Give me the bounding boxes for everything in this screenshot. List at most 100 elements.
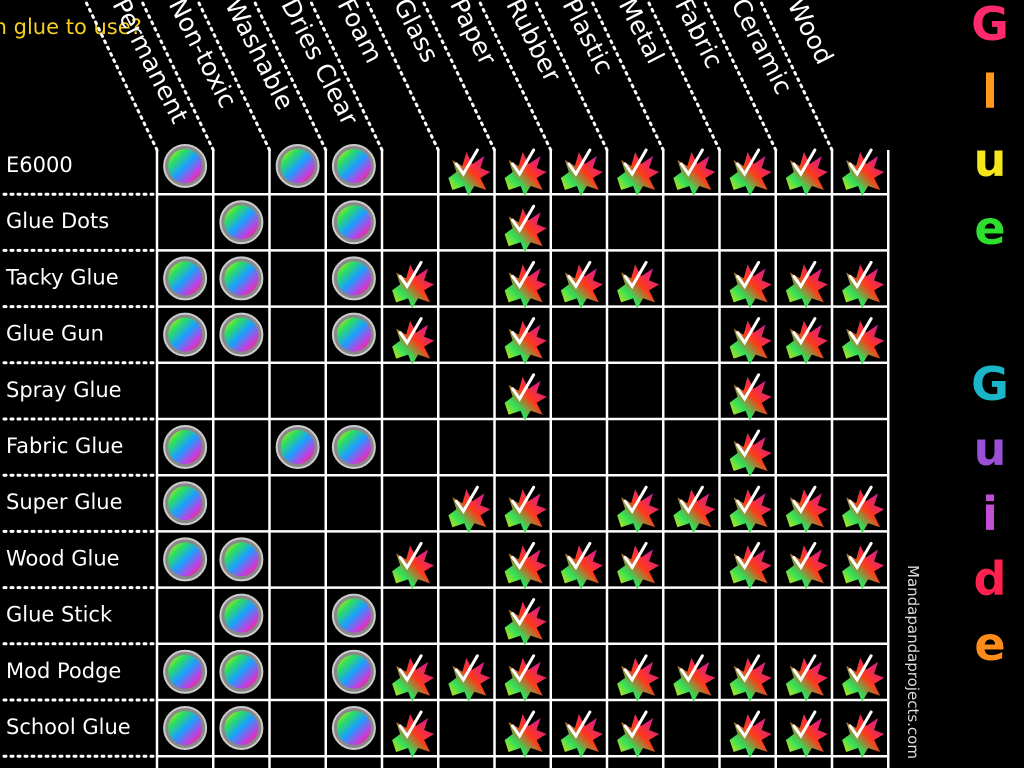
cell-mark [504, 541, 547, 590]
watermark: Mandapandaprojects.com [904, 565, 922, 759]
icon-check [736, 260, 761, 290]
icon-check [848, 260, 873, 290]
icon-check [792, 485, 817, 514]
cell-mark [560, 710, 603, 758]
icon-check [511, 654, 536, 683]
cell-mark [785, 317, 828, 365]
icon-check [454, 654, 479, 683]
icon-check [511, 541, 536, 571]
cell-mark [448, 654, 491, 702]
icon-splat [673, 152, 716, 196]
cell-mark [673, 148, 716, 196]
icon-splat [673, 657, 716, 702]
icon-check [398, 710, 423, 739]
icon-splat [785, 657, 828, 702]
header-leader [533, 0, 609, 152]
icon-check [511, 598, 536, 627]
cell-mark [560, 541, 603, 590]
icon-splat [729, 152, 772, 196]
icon-disc [224, 205, 259, 240]
row-label: E6000 [6, 153, 73, 177]
icon-check [623, 148, 648, 177]
icon-splat [842, 657, 885, 702]
icon-check [792, 260, 817, 290]
cell-mark [785, 654, 828, 702]
icon-splat [729, 264, 772, 309]
icon-splat [842, 489, 885, 534]
cell-mark [331, 593, 376, 638]
icon-splat [842, 264, 885, 309]
row-label: Super Glue [6, 490, 123, 514]
icon-splat [560, 152, 603, 196]
icon-check [398, 317, 423, 346]
icon-disc [336, 430, 371, 464]
row-label: Wood Glue [6, 546, 120, 570]
icon-splat [785, 489, 828, 534]
cell-mark [504, 148, 547, 196]
icon-disc [336, 317, 371, 352]
header-leader [196, 0, 271, 152]
cell-mark [560, 148, 603, 196]
cell-mark [729, 654, 772, 702]
icon-disc [336, 598, 371, 633]
cell-mark [729, 541, 772, 590]
cell-mark [673, 485, 716, 534]
icon-splat [729, 433, 772, 477]
icon-splat [392, 320, 435, 365]
icon-splat [673, 489, 716, 534]
icon-disc [224, 654, 259, 689]
icon-splat [392, 545, 435, 590]
icon-splat [785, 320, 828, 365]
icon-check [848, 654, 873, 683]
cell-mark [219, 593, 264, 638]
cell-mark [729, 710, 772, 758]
header-leader [364, 0, 440, 152]
cell-mark [617, 148, 660, 196]
icon-splat [560, 714, 603, 758]
cell-mark [448, 485, 491, 534]
icon-splat [617, 545, 660, 590]
icon-check [398, 260, 423, 290]
cell-mark [617, 260, 660, 309]
icon-splat [729, 714, 772, 758]
header-leader [646, 0, 721, 152]
icon-check [736, 429, 761, 458]
icon-disc [336, 261, 371, 296]
icon-splat [617, 489, 660, 534]
cell-mark [504, 204, 547, 253]
cell-mark [331, 649, 376, 694]
icon-splat [504, 601, 547, 646]
cell-mark [729, 317, 772, 365]
cell-mark [504, 260, 547, 309]
icon-splat [448, 657, 491, 702]
icon-check [511, 148, 536, 177]
cell-mark [219, 649, 264, 694]
cell-mark [163, 425, 208, 469]
icon-check [792, 710, 817, 739]
cell-mark [275, 425, 320, 469]
icon-check [398, 541, 423, 571]
icon-disc [224, 542, 259, 577]
icon-disc [224, 711, 259, 745]
icon-disc [280, 149, 315, 183]
icon-disc [280, 430, 315, 464]
icon-check [736, 373, 761, 402]
cell-mark [163, 481, 208, 526]
cell-mark [785, 260, 828, 309]
cell-mark [504, 598, 547, 646]
icon-splat [729, 376, 772, 421]
cell-mark [504, 373, 547, 421]
row-label: Fabric Glue [6, 434, 123, 458]
icon-splat [560, 264, 603, 309]
cell-mark [219, 200, 264, 245]
icon-check [679, 148, 704, 177]
icon-check [398, 654, 423, 683]
icon-check [679, 485, 704, 514]
icon-splat [729, 489, 772, 534]
icon-check [792, 654, 817, 683]
header-leader [589, 0, 665, 152]
icon-disc [168, 317, 203, 352]
